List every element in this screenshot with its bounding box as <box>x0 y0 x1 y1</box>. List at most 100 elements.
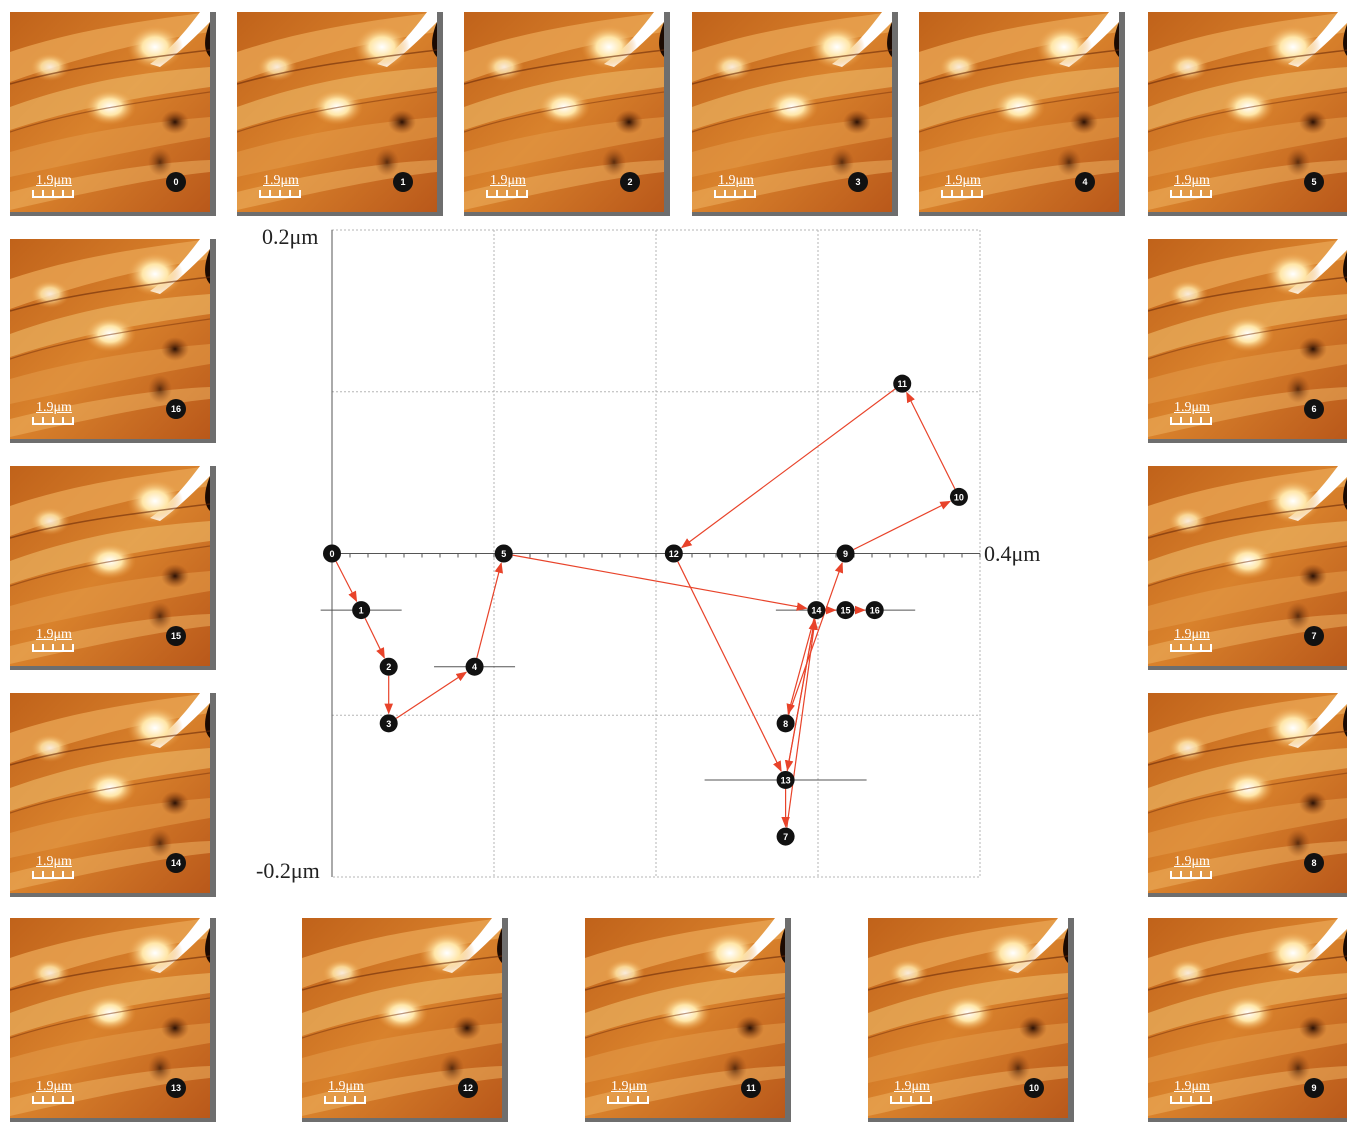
trajectory-arrow <box>788 561 844 716</box>
frame-number-badge: 16 <box>166 399 186 419</box>
trajectory-arrow <box>512 554 808 611</box>
point-label: 10 <box>954 492 964 502</box>
frame-number-badge: 6 <box>1304 399 1324 419</box>
scale-bar-line <box>32 417 74 425</box>
scale-bar-line <box>32 644 74 652</box>
trajectory-point: 16 <box>865 601 884 620</box>
point-marker <box>379 657 398 676</box>
scale-bar-label: 1.9μm <box>36 627 72 642</box>
scale-bar: 1.9μm <box>32 1080 92 1108</box>
scale-bar: 1.9μm <box>941 174 1001 202</box>
trajectory-arrow <box>395 671 468 719</box>
trajectory-arrow <box>677 561 782 772</box>
point-marker <box>664 544 683 563</box>
scale-bar-label: 1.9μm <box>263 173 299 188</box>
scale-bar-line <box>1170 1096 1212 1104</box>
frame-number-badge: 4 <box>1075 172 1095 192</box>
afm-thumbnail: 1.9μm 2 <box>464 12 670 216</box>
scale-bar-label: 1.9μm <box>1174 173 1210 188</box>
point-label: 13 <box>781 775 791 785</box>
point-marker <box>776 714 795 733</box>
point-label: 8 <box>783 719 788 729</box>
scale-bar-line <box>714 190 756 198</box>
scale-bar-label: 1.9μm <box>1174 1079 1210 1094</box>
trajectory-point: 4 <box>465 657 484 676</box>
trajectory-arrow <box>364 617 385 659</box>
scale-bar: 1.9μm <box>32 401 92 429</box>
scale-bar-line <box>1170 644 1212 652</box>
point-marker <box>465 657 484 676</box>
trajectory-point: 1 <box>352 601 371 620</box>
scale-bar-label: 1.9μm <box>1174 627 1210 642</box>
scale-bar-line <box>1170 190 1212 198</box>
scale-bar-line <box>259 190 301 198</box>
afm-thumbnail: 1.9μm 10 <box>868 918 1074 1122</box>
frame-number-badge: 0 <box>166 172 186 192</box>
scale-bar-line <box>486 190 528 198</box>
trajectory-point: 10 <box>949 487 968 506</box>
scale-bar-line <box>1170 417 1212 425</box>
point-label: 4 <box>472 662 477 672</box>
scale-bar-line <box>32 190 74 198</box>
scale-bar: 1.9μm <box>259 174 319 202</box>
trajectory-arrow <box>476 562 503 659</box>
y-axis-bottom-label: -0.2μm <box>256 858 320 883</box>
scale-bar-label: 1.9μm <box>718 173 754 188</box>
point-marker <box>323 544 341 563</box>
point-label: 0 <box>329 549 334 559</box>
frame-number-badge: 7 <box>1304 626 1324 646</box>
afm-thumbnail: 1.9μm 6 <box>1148 239 1347 443</box>
point-marker <box>893 374 912 393</box>
frame-number-badge: 3 <box>848 172 868 192</box>
trajectory-point: 13 <box>776 770 795 789</box>
scale-bar-label: 1.9μm <box>328 1079 364 1094</box>
frame-number-badge: 9 <box>1304 1078 1324 1098</box>
scale-bar-label: 1.9μm <box>36 1079 72 1094</box>
x-axis-right-label: 0.4μm <box>984 541 1041 566</box>
scale-bar-label: 1.9μm <box>611 1079 647 1094</box>
frame-number-badge: 8 <box>1304 853 1324 873</box>
point-label: 15 <box>841 606 851 616</box>
scale-bar-line <box>607 1096 649 1104</box>
frame-number-badge: 13 <box>166 1078 186 1098</box>
afm-thumbnail: 1.9μm 5 <box>1148 12 1347 216</box>
point-marker <box>494 544 513 563</box>
point-label: 14 <box>811 606 821 616</box>
trajectory-point: 14 <box>807 601 826 620</box>
trajectory-point: 5 <box>494 544 513 563</box>
scale-bar: 1.9μm <box>1170 174 1230 202</box>
frame-number-badge: 1 <box>393 172 413 192</box>
point-marker <box>836 601 855 620</box>
scale-bar-line <box>941 190 983 198</box>
trajectory-arrow <box>786 618 815 715</box>
frame-number-badge: 2 <box>620 172 640 192</box>
afm-thumbnail: 1.9μm 8 <box>1148 693 1347 897</box>
scale-bar-label: 1.9μm <box>945 173 981 188</box>
point-label: 16 <box>870 606 880 616</box>
point-marker <box>352 601 371 620</box>
scale-bar-label: 1.9μm <box>1174 854 1210 869</box>
scale-bar: 1.9μm <box>32 855 92 883</box>
scale-bar-label: 1.9μm <box>36 400 72 415</box>
trajectory-point: 11 <box>893 374 912 393</box>
frame-number-badge: 12 <box>458 1078 478 1098</box>
afm-thumbnail: 1.9μm 4 <box>919 12 1125 216</box>
afm-thumbnail: 1.9μm 12 <box>302 918 508 1122</box>
frame-number-badge: 14 <box>166 853 186 873</box>
scale-bar-line <box>890 1096 932 1104</box>
scale-bar-label: 1.9μm <box>36 173 72 188</box>
scale-bar: 1.9μm <box>607 1080 667 1108</box>
trajectory-arrow <box>680 388 896 549</box>
afm-thumbnail: 1.9μm 7 <box>1148 466 1347 670</box>
point-label: 9 <box>843 549 848 559</box>
scale-bar: 1.9μm <box>1170 1080 1230 1108</box>
trajectory-point: 8 <box>776 714 795 733</box>
frame-number-badge: 11 <box>741 1078 761 1098</box>
point-marker <box>776 770 795 789</box>
trajectory-point: 15 <box>836 601 855 620</box>
scale-bar: 1.9μm <box>486 174 546 202</box>
point-label: 1 <box>359 606 364 616</box>
trajectory-arrow <box>853 500 951 551</box>
afm-thumbnail: 1.9μm 11 <box>585 918 791 1122</box>
